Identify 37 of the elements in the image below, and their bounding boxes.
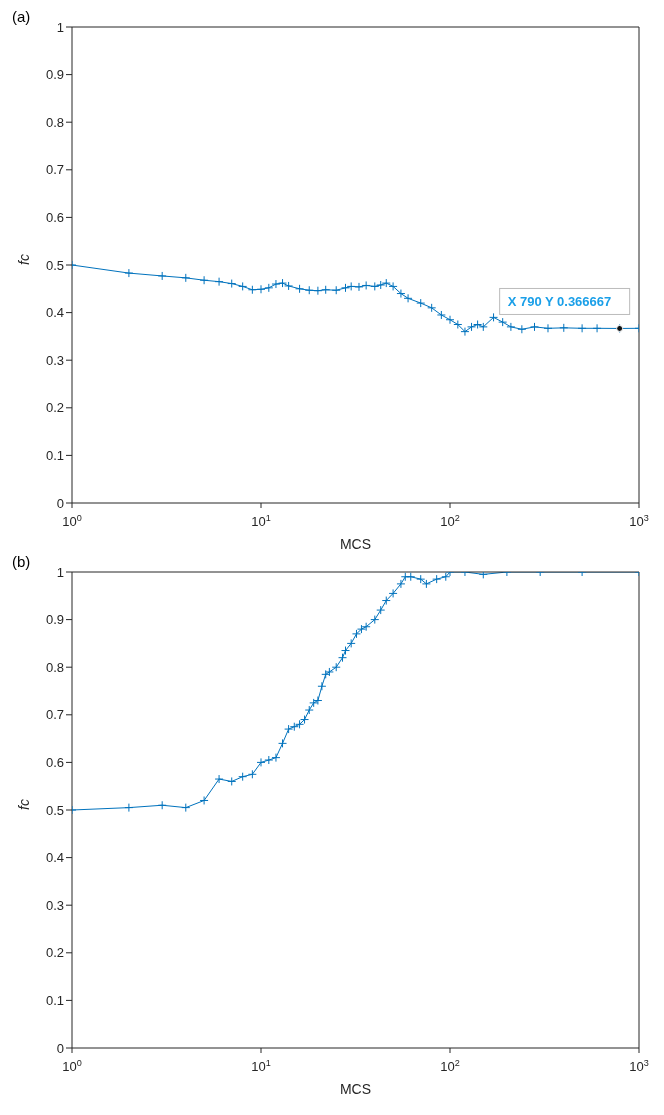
- y-tick-label: 0.6: [45, 210, 64, 226]
- y-tick-label: 0.1: [45, 448, 64, 464]
- y-tick-label: 0.8: [45, 114, 64, 130]
- y-tick-label: 0.4: [45, 305, 64, 321]
- x-tick-label: 10$^{1}$: [251, 513, 271, 529]
- x-tick-label: 10$^{0}$: [62, 513, 82, 529]
- y-tick-label: 0.7: [45, 707, 64, 723]
- y-axis-title: fc: [15, 799, 32, 810]
- annotation: X 790 Y 0.366667: [507, 294, 612, 310]
- y-tick-label: 0.9: [45, 67, 64, 83]
- y-tick-label: 0.2: [45, 400, 64, 416]
- x-tick-label: 10$^{3}$: [629, 513, 649, 529]
- y-tick-label: 0: [56, 1040, 64, 1056]
- x-axis-title: MCS: [339, 1081, 372, 1097]
- x-axis-title: MCS: [339, 536, 372, 552]
- y-tick-label: 0.6: [45, 755, 64, 771]
- chart-title: (a): [12, 8, 31, 25]
- y-tick-label: 0.5: [45, 257, 64, 273]
- y-tick-label: 0.9: [45, 612, 64, 628]
- x-tick-label: 10$^{1}$: [251, 1058, 271, 1074]
- x-tick-label: 10$^{2}$: [440, 513, 460, 529]
- x-tick-label: 10$^{0}$: [62, 1058, 82, 1074]
- y-tick-label: 0.1: [45, 993, 64, 1009]
- y-tick-label: 0.3: [45, 897, 64, 913]
- chart-title: (b): [12, 553, 31, 570]
- y-tick-label: 0.5: [45, 802, 64, 818]
- y-tick-label: 1: [56, 19, 64, 35]
- y-tick-label: 0.4: [45, 850, 64, 866]
- y-tick-label: 0.7: [45, 162, 64, 178]
- y-tick-label: 0.3: [45, 352, 64, 368]
- y-axis-title: fc: [15, 254, 32, 265]
- y-tick-label: 0.8: [45, 659, 64, 675]
- x-tick-label: 10$^{3}$: [629, 1058, 649, 1074]
- x-tick-label: 10$^{2}$: [440, 1058, 460, 1074]
- y-tick-label: 0.2: [45, 945, 64, 961]
- y-tick-label: 0: [56, 495, 64, 511]
- y-tick-label: 1: [56, 564, 64, 580]
